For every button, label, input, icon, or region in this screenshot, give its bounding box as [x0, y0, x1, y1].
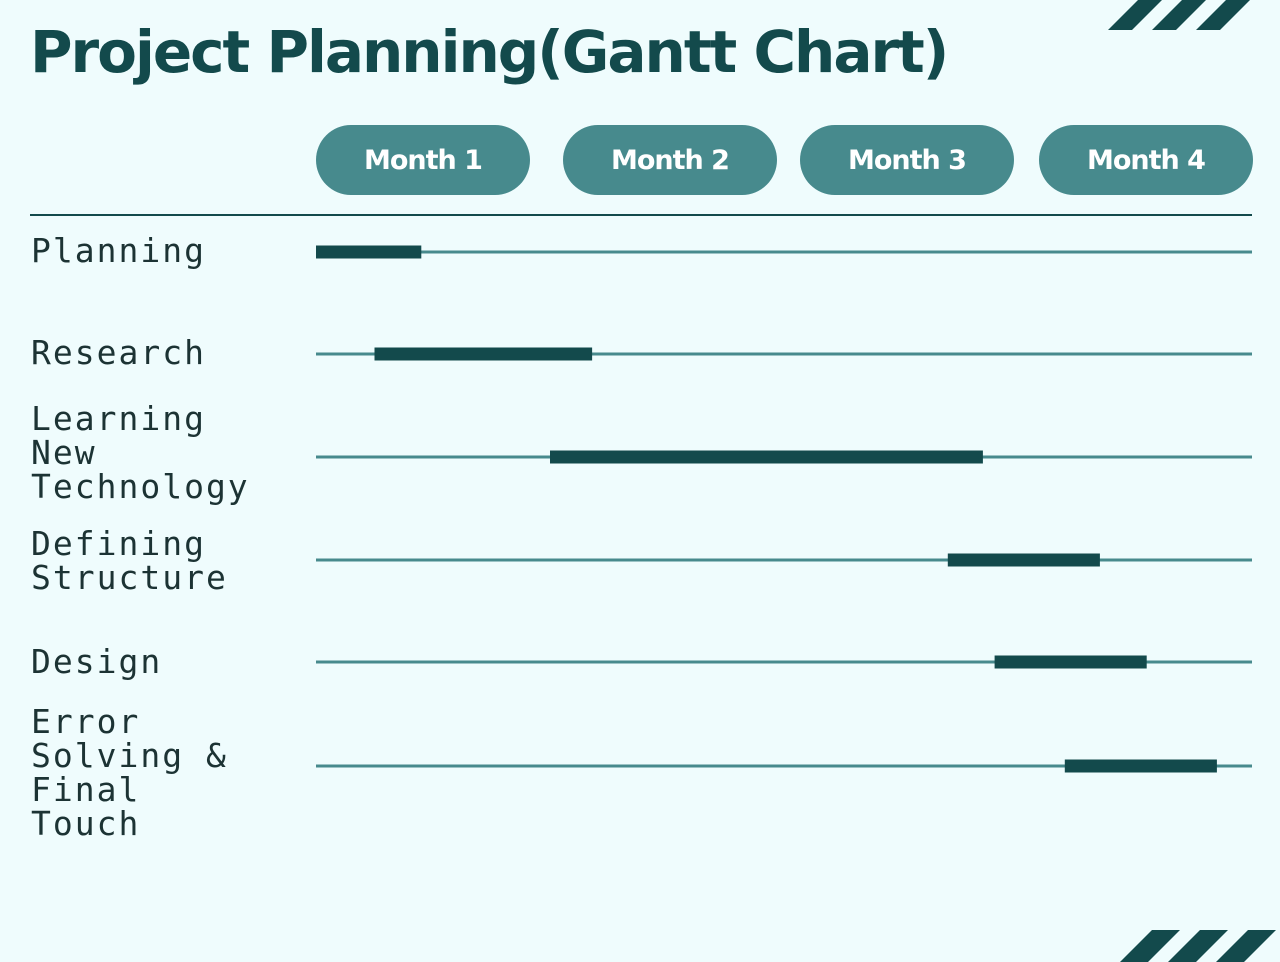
task-bar-design — [994, 655, 1147, 669]
month-pill-3: Month 3 — [800, 125, 1014, 195]
month-pill-2: Month 2 — [563, 125, 777, 195]
task-label-learning-new-technology: Learning New Technology — [31, 399, 250, 506]
month-pill-4: Month 4 — [1039, 125, 1253, 195]
task-bar-defining-structure — [947, 553, 1100, 567]
task-bar-learning-new-technology — [550, 450, 983, 464]
task-label-error-solving-final-touch: Error Solving & Final Touch — [31, 702, 228, 843]
decorative-stripes-bottom — [1120, 930, 1276, 962]
task-bar-research — [374, 347, 593, 361]
task-label-research: Research — [31, 333, 206, 372]
task-label-design: Design — [31, 642, 163, 681]
task-label-defining-structure: Defining Structure — [31, 524, 228, 597]
task-label-planning: Planning — [31, 231, 206, 270]
task-bar-error-solving-final-touch — [1064, 759, 1217, 773]
chart-title: Project Planning(Gantt Chart) — [30, 18, 949, 86]
task-bar-planning — [316, 245, 422, 259]
month-pill-1: Month 1 — [316, 125, 530, 195]
header-divider — [30, 214, 1252, 216]
decorative-stripes-top — [1108, 0, 1250, 30]
month-header-row: Month 1 Month 2 Month 3 Month 4 — [0, 125, 1280, 197]
